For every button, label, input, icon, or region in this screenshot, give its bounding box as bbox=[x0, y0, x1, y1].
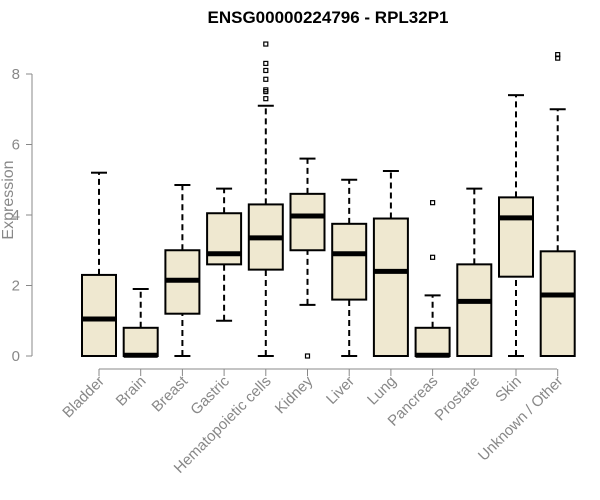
box-bladder bbox=[81, 171, 117, 357]
y-tick-label: 2 bbox=[12, 278, 20, 295]
boxes bbox=[81, 41, 576, 359]
y-axis-label: Expression bbox=[0, 160, 17, 239]
x-tick-label: Bladder bbox=[59, 373, 108, 422]
y-tick-label: 0 bbox=[12, 348, 20, 365]
box-pancreas bbox=[414, 200, 451, 358]
iqr-box bbox=[414, 326, 451, 357]
iqr-box bbox=[372, 217, 409, 357]
outlier-point bbox=[263, 60, 269, 67]
box-skin bbox=[498, 94, 534, 357]
outlier-point bbox=[263, 67, 269, 74]
box-breast bbox=[164, 184, 201, 357]
outlier-point bbox=[430, 254, 436, 260]
outlier-point bbox=[555, 52, 561, 58]
iqr-box bbox=[122, 326, 159, 357]
x-tick-label: Breast bbox=[149, 372, 192, 415]
x-tick-label: Brain bbox=[113, 373, 150, 410]
box-liver bbox=[331, 178, 368, 357]
iqr-box bbox=[539, 250, 576, 357]
box-unknown-other bbox=[539, 52, 576, 357]
iqr-box bbox=[331, 222, 368, 301]
x-tick-label: Prostate bbox=[432, 373, 484, 425]
box-hematopoietic-cells bbox=[247, 41, 284, 357]
y-tick-label: 8 bbox=[12, 66, 20, 83]
iqr-box bbox=[206, 212, 243, 266]
iqr-box bbox=[289, 192, 326, 252]
y-ticks: 0 2 4 6 8 bbox=[12, 66, 32, 365]
y-tick-label: 6 bbox=[12, 137, 20, 154]
box-prostate bbox=[456, 187, 493, 358]
iqr-box bbox=[498, 196, 534, 278]
x-tick-label: Liver bbox=[323, 373, 358, 408]
chart-title: ENSG00000224796 - RPL32P1 bbox=[208, 8, 449, 27]
x-tick-label: Skin bbox=[492, 373, 525, 406]
outlier-point bbox=[263, 87, 269, 93]
x-tick-label: Lung bbox=[364, 373, 400, 409]
iqr-box bbox=[81, 273, 117, 357]
outlier-point bbox=[263, 76, 269, 82]
box-gastric bbox=[206, 187, 243, 322]
x-tick-label: Kidney bbox=[272, 372, 317, 417]
box-kidney bbox=[289, 157, 326, 359]
outlier-point bbox=[263, 41, 269, 47]
y-tick-label: 4 bbox=[12, 207, 20, 224]
outlier-point bbox=[304, 353, 311, 359]
outlier-point bbox=[430, 200, 436, 206]
iqr-box bbox=[456, 263, 493, 358]
box-brain bbox=[122, 288, 159, 358]
box-lung bbox=[372, 169, 409, 357]
outlier-point bbox=[263, 96, 269, 102]
